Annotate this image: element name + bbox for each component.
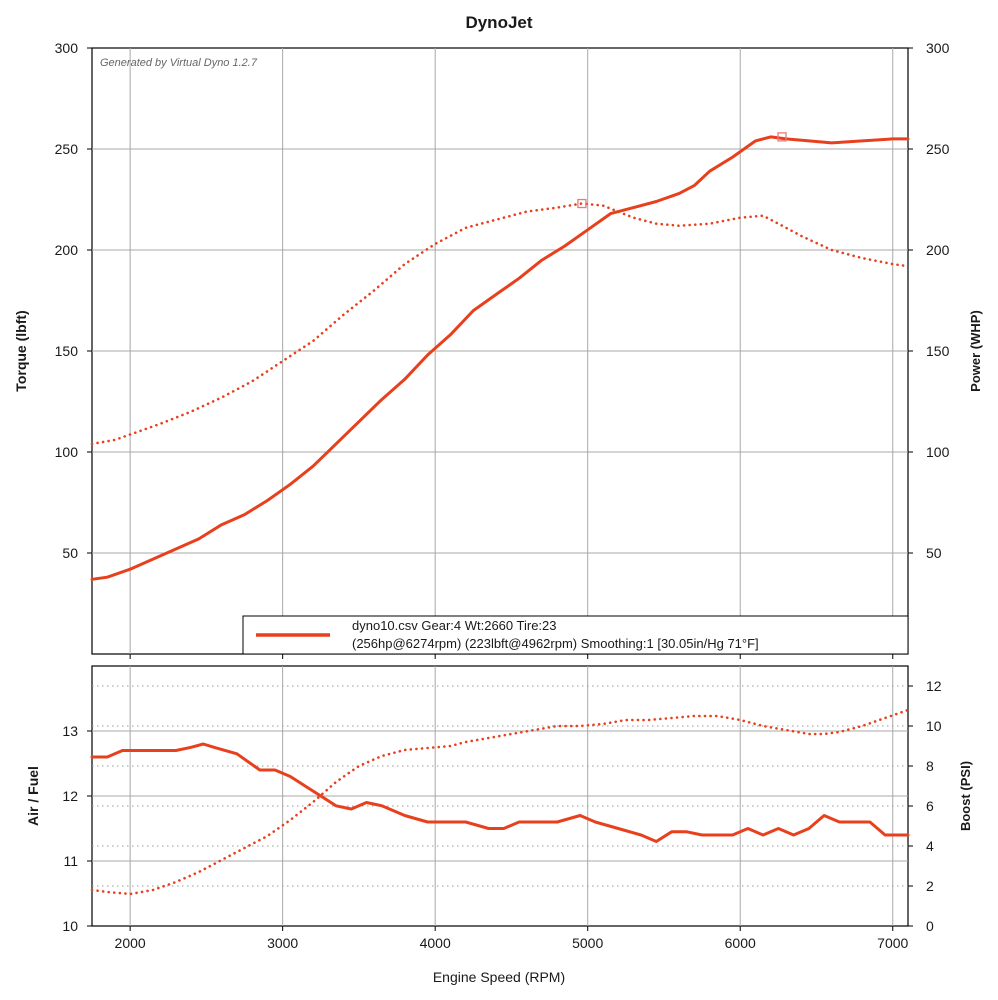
top-y2-tick-label: 50	[926, 545, 942, 561]
bottom-y2-axis-label: Boost (PSI)	[958, 761, 973, 831]
peak-marker	[777, 132, 787, 142]
bottom-y-tick-label: 12	[62, 788, 78, 804]
bottom-y-tick-label: 13	[62, 723, 78, 739]
x-tick-label: 6000	[725, 935, 756, 951]
watermark-text: Generated by Virtual Dyno 1.2.7	[100, 57, 258, 69]
legend: dyno10.csv Gear:4 Wt:2660 Tire:23 (256hp…	[242, 615, 909, 655]
top-y-tick-label: 100	[55, 444, 79, 460]
x-tick-label: 3000	[267, 935, 298, 951]
top-y-tick-label: 300	[55, 40, 79, 56]
legend-line-1: dyno10.csv Gear:4 Wt:2660 Tire:23	[352, 618, 557, 633]
bottom-y2-tick-label: 0	[926, 918, 934, 934]
top-y2-tick-label: 300	[926, 40, 950, 56]
x-tick-label: 4000	[420, 935, 451, 951]
top-ticks: 50 100 150 200 250 300 50 100 150 200 250 300	[55, 40, 950, 659]
top-y2-tick-label: 150	[926, 343, 950, 359]
legend-box	[242, 615, 909, 655]
torque-lbft-line	[90, 202, 910, 446]
x-tick-label: 5000	[572, 935, 603, 951]
top-y2-axis-label: Power (WHP)	[968, 310, 983, 392]
power-whp-line	[90, 135, 910, 581]
x-tick-label: 2000	[115, 935, 146, 951]
bottom-y2-tick-label: 12	[926, 678, 942, 694]
x-axis-label: Engine Speed (RPM)	[433, 969, 565, 985]
bottom-y2-tick-label: 6	[926, 798, 934, 814]
bottom-series	[90, 708, 910, 896]
bottom-y2-tick-label: 8	[926, 758, 934, 774]
air-fuel-line	[90, 742, 910, 843]
bottom-y2-tick-label: 4	[926, 838, 934, 854]
top-y-tick-label: 200	[55, 242, 79, 258]
top-grid	[92, 48, 908, 654]
x-tick-label: 7000	[877, 935, 908, 951]
top-y-tick-label: 150	[55, 343, 79, 359]
peak-marker	[577, 198, 587, 209]
bottom-y-axis-label: Air / Fuel	[25, 766, 41, 826]
top-y-tick-label: 250	[55, 141, 79, 157]
bottom-y2-tick-label: 2	[926, 878, 934, 894]
top-y-axis-label: Torque (lbft)	[13, 310, 29, 391]
bottom-ticks: 2000 3000 4000 5000 6000 7000 10 11 12 13 0 2 4 6 8 10 1…	[62, 678, 941, 951]
top-y2-tick-label: 100	[926, 444, 950, 460]
bottom-y-tick-label: 10	[62, 918, 78, 934]
top-y2-tick-label: 250	[926, 141, 950, 157]
top-series	[90, 132, 910, 581]
bottom-y2-tick-label: 10	[926, 718, 942, 734]
top-y2-tick-label: 200	[926, 242, 950, 258]
chart-title: DynoJet	[465, 13, 532, 32]
top-y-tick-label: 50	[62, 545, 78, 561]
boost-psi-line	[90, 708, 910, 896]
bottom-grid	[92, 666, 908, 926]
legend-line-2: (256hp@6274rpm) (223lbft@4962rpm) Smooth…	[352, 636, 759, 651]
bottom-y-tick-label: 11	[63, 853, 78, 869]
